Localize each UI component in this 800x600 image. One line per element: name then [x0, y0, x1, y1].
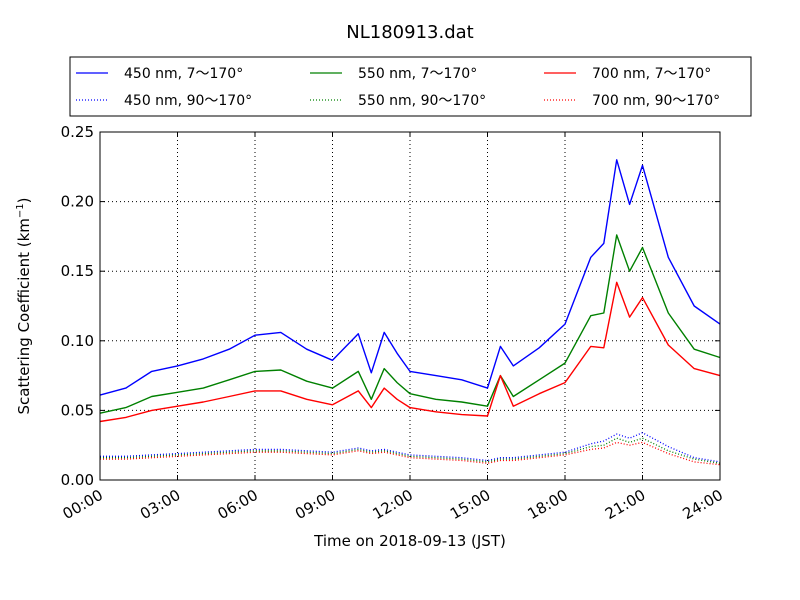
series-line: [99, 234, 721, 414]
legend-label: 700 nm, 90～170°: [592, 93, 720, 109]
x-axis-label: Time on 2018-09-13 (JST): [313, 532, 506, 550]
y-tick-label: 0.15: [61, 262, 94, 280]
y-tick-label: 0.05: [61, 401, 94, 419]
legend-label: 700 nm, 7～170°: [592, 66, 711, 82]
series-line: [99, 281, 721, 423]
legend: 450 nm, 7～170° 550 nm, 7～170° 700 nm, 7～17…: [69, 56, 752, 117]
y-axis-label-end: ): [15, 197, 33, 203]
series-line: [100, 432, 721, 463]
x-tick-label: 00:00: [60, 486, 106, 523]
x-tick-label: 03:00: [137, 486, 183, 523]
x-tick-label: 12:00: [370, 486, 416, 523]
series-line: [99, 159, 721, 396]
y-axis-label-main: Scattering Coefficient (km: [15, 218, 33, 414]
x-tick-label: 15:00: [447, 486, 493, 523]
y-tick-label: 0.25: [61, 123, 94, 141]
legend-frame: [69, 56, 752, 117]
legend-label: 450 nm, 7～170°: [124, 66, 243, 82]
series-line: [100, 441, 721, 466]
y-tick-label: 0.00: [61, 471, 94, 489]
x-tick-label: 18:00: [525, 486, 571, 523]
y-tick-label: 0.10: [61, 332, 94, 350]
x-tick-label: 06:00: [215, 486, 261, 523]
chart-title: NL180913.dat: [346, 22, 473, 43]
grid-lines: [100, 132, 720, 480]
y-axis-label: Scattering Coefficient (km−1): [15, 197, 33, 414]
x-tick-label: 09:00: [292, 486, 338, 523]
x-tick-label: 21:00: [602, 486, 648, 523]
y-axis-label-superscript: −1: [15, 203, 26, 218]
y-tick-label: 0.20: [61, 193, 94, 211]
legend-label: 550 nm, 7～170°: [358, 66, 477, 82]
series-line: [100, 437, 721, 464]
series-lines: [99, 159, 721, 466]
x-tick-label: 24:00: [680, 486, 726, 523]
legend-label: 550 nm, 90～170°: [358, 93, 486, 109]
legend-label: 450 nm, 90～170°: [124, 93, 252, 109]
axis-ticks: 00:00 03:00 06:00 09:00 12:00 15:00 18:00 21:00…: [60, 123, 726, 523]
